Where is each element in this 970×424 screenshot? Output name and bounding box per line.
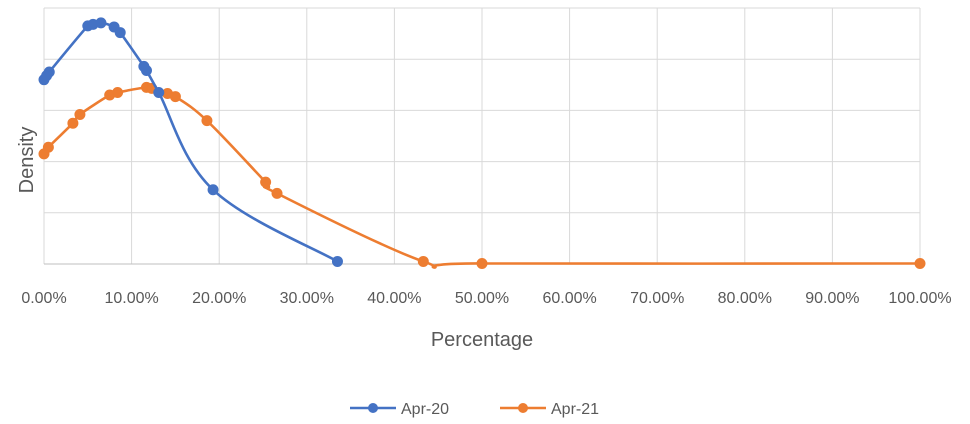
data-point-apr-20 <box>153 86 165 98</box>
x-tick-label: 20.00% <box>192 290 246 307</box>
legend-item-apr-20: Apr-20 <box>350 401 449 418</box>
x-tick-labels: 0.00% 10.00% 20.00% 30.00% 40.00% 50.00% 60.00… <box>21 290 951 307</box>
data-point-apr-20 <box>207 184 219 196</box>
data-point-apr-21 <box>67 117 79 129</box>
legend-label-apr-21: Apr-21 <box>551 401 599 418</box>
legend-marker-apr-21 <box>518 403 528 413</box>
series-apr-21 <box>38 81 926 269</box>
x-tick-label: 70.00% <box>630 290 684 307</box>
legend: Apr-20 Apr-21 <box>350 401 599 418</box>
data-point-apr-21 <box>74 108 86 120</box>
data-point-apr-20 <box>331 255 343 267</box>
x-tick-label: 10.00% <box>104 290 158 307</box>
x-tick-label: 100.00% <box>888 290 951 307</box>
x-tick-label: 0.00% <box>21 290 66 307</box>
x-tick-label: 60.00% <box>542 290 596 307</box>
series-group <box>38 17 926 269</box>
x-tick-label: 40.00% <box>367 290 421 307</box>
data-point-apr-21 <box>914 257 926 269</box>
y-axis-title: Density <box>16 127 38 194</box>
data-point-apr-21 <box>112 86 124 98</box>
data-point-apr-21 <box>201 115 213 127</box>
data-point-apr-21 <box>42 141 54 153</box>
legend-marker-apr-20 <box>368 403 378 413</box>
legend-label-apr-20: Apr-20 <box>401 401 449 418</box>
series-apr-20 <box>38 17 343 267</box>
data-point-apr-21 <box>476 257 488 269</box>
data-point-apr-21 <box>271 187 283 199</box>
data-point-apr-20 <box>43 66 55 78</box>
x-tick-label: 80.00% <box>718 290 772 307</box>
x-tick-label: 90.00% <box>805 290 859 307</box>
series-line-apr-20 <box>42 20 339 263</box>
data-point-apr-20 <box>140 64 152 76</box>
x-tick-label: 30.00% <box>280 290 334 307</box>
legend-item-apr-21: Apr-21 <box>500 401 599 418</box>
data-point-apr-21 <box>260 176 272 188</box>
data-point-apr-20 <box>114 27 126 39</box>
data-point-apr-21 <box>417 255 429 267</box>
x-axis-title: Percentage <box>431 329 533 351</box>
gridlines <box>43 7 921 265</box>
data-point-apr-21 <box>169 91 181 103</box>
x-tick-label: 50.00% <box>455 290 509 307</box>
data-point-apr-20 <box>95 17 107 29</box>
